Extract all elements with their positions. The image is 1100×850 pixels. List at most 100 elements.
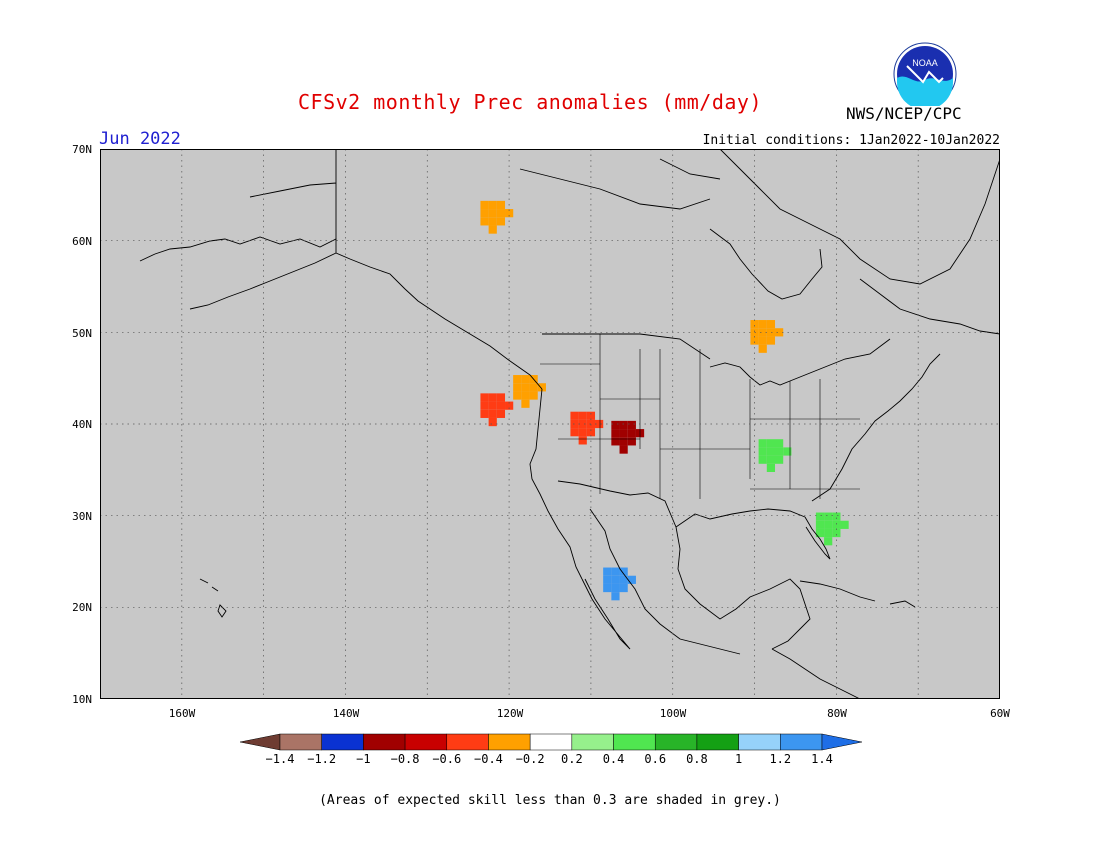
logo-text: NOAA — [912, 58, 938, 68]
anomaly-cell — [496, 409, 506, 418]
anomaly-cell — [480, 393, 489, 402]
anomaly-cell — [496, 200, 506, 210]
texas-louisiana-coast — [675, 508, 806, 528]
anomaly-cell — [496, 393, 506, 402]
anomaly-cell — [627, 420, 636, 430]
legend-label: 0.8 — [686, 752, 708, 766]
legend-swatches — [239, 733, 863, 751]
anomaly-cell — [578, 436, 587, 445]
legend-label: −0.2 — [516, 752, 545, 766]
noaa-logo: NOAA — [893, 42, 957, 106]
anomaly-cell — [766, 439, 776, 448]
gridlines — [100, 149, 1000, 699]
anomaly-cell — [488, 209, 497, 218]
legend-label: 1.2 — [769, 752, 791, 766]
us-west-coast — [529, 388, 583, 580]
legend-label: 0.2 — [561, 752, 583, 766]
anomaly-cell — [766, 336, 776, 345]
anomaly-cell — [832, 520, 841, 529]
anomaly-cell — [488, 417, 497, 427]
anomaly-cell — [611, 429, 620, 438]
anomaly-cell — [488, 200, 497, 210]
anomaly-cell — [603, 567, 612, 576]
legend-swatch — [363, 733, 406, 751]
legend-swatch — [821, 733, 863, 751]
mexico-west-coast — [589, 508, 741, 655]
anomaly-cell — [627, 575, 636, 584]
anomaly-cell — [766, 463, 776, 472]
anomaly-cell — [619, 583, 628, 593]
anomaly-cell — [521, 391, 530, 400]
cuba — [799, 580, 876, 602]
legend-swatch — [654, 733, 698, 751]
anomaly-cell — [750, 336, 759, 345]
anomaly-cell — [480, 217, 489, 226]
lat-label: 70N — [72, 143, 92, 156]
anomaly-cell — [480, 401, 489, 410]
anomaly-cell — [627, 437, 636, 446]
legend-labels: −1.4 −1.2 −1 −0.8 −0.6 −0.4 −0.2 0.2 0.4 0.6 0.8 1 1… — [266, 752, 833, 766]
anomaly-cell — [840, 520, 849, 529]
anomaly-cell — [619, 575, 628, 584]
lat-label: 40N — [72, 418, 92, 431]
lat-label: 20N — [72, 601, 92, 614]
anomaly-cell — [766, 328, 776, 337]
legend-swatch — [321, 733, 364, 751]
anomaly-cell — [521, 399, 530, 408]
anomaly-cell — [766, 455, 776, 464]
anomaly-cell — [758, 455, 767, 464]
anomaly-cell — [488, 217, 497, 226]
anomaly-cell — [488, 225, 497, 234]
lat-label: 30N — [72, 510, 92, 523]
anomaly-cell — [815, 528, 825, 538]
anomaly-cell — [619, 445, 628, 454]
lon-label: 140W — [332, 707, 360, 720]
anomaly-cell — [496, 209, 506, 218]
legend-swatch — [446, 733, 489, 751]
legend-label: 0.4 — [603, 752, 625, 766]
anomaly-cell — [586, 428, 596, 437]
anomaly-cell — [603, 575, 612, 584]
anomaly-cell — [783, 447, 792, 456]
anomaly-cell — [586, 411, 596, 420]
anomaly-cell — [758, 439, 767, 448]
anomaly-cell — [619, 567, 628, 576]
lon-label: 160W — [168, 707, 196, 720]
anomaly-cell — [529, 383, 538, 392]
anomaly-cell — [766, 447, 776, 456]
anomaly-cell — [775, 447, 784, 456]
hispaniola — [889, 600, 916, 608]
alaska-peninsula — [189, 252, 337, 310]
anomaly-cell — [578, 419, 587, 429]
anomaly-cell — [505, 401, 514, 410]
forecast-period: Jun 2022 — [99, 129, 181, 149]
anomaly-cell — [611, 583, 620, 593]
anomaly-cell — [521, 375, 530, 384]
coastlines-and-borders — [139, 149, 1000, 699]
legend-swatch — [404, 733, 448, 751]
legend-swatch — [613, 733, 656, 751]
skill-footnote: (Areas of expected skill less than 0.3 a… — [319, 793, 781, 808]
anomaly-cell — [758, 344, 767, 353]
legend-swatch — [780, 733, 823, 751]
agency-label: NWS/NCEP/CPC — [846, 104, 962, 123]
lon-label: 80W — [827, 707, 847, 720]
central-america — [771, 648, 861, 699]
greenland — [719, 149, 1000, 285]
anomaly-cell — [619, 420, 628, 430]
legend-swatch — [488, 733, 531, 751]
anomaly-cell — [815, 520, 825, 529]
anomaly-cell — [603, 583, 612, 593]
anomaly-cell — [570, 428, 579, 437]
anomaly-cell — [521, 383, 530, 392]
great-lakes — [709, 362, 791, 386]
legend-swatch — [571, 733, 614, 751]
anomaly-cell — [824, 520, 833, 529]
lat-label: 10N — [72, 693, 92, 706]
anomaly-cell — [488, 401, 497, 410]
arctic-islands — [519, 158, 721, 210]
anomaly-cell — [824, 528, 833, 538]
anomaly-cell — [619, 437, 628, 446]
anomaly-cell — [496, 217, 506, 226]
anomaly-cell — [505, 209, 514, 218]
